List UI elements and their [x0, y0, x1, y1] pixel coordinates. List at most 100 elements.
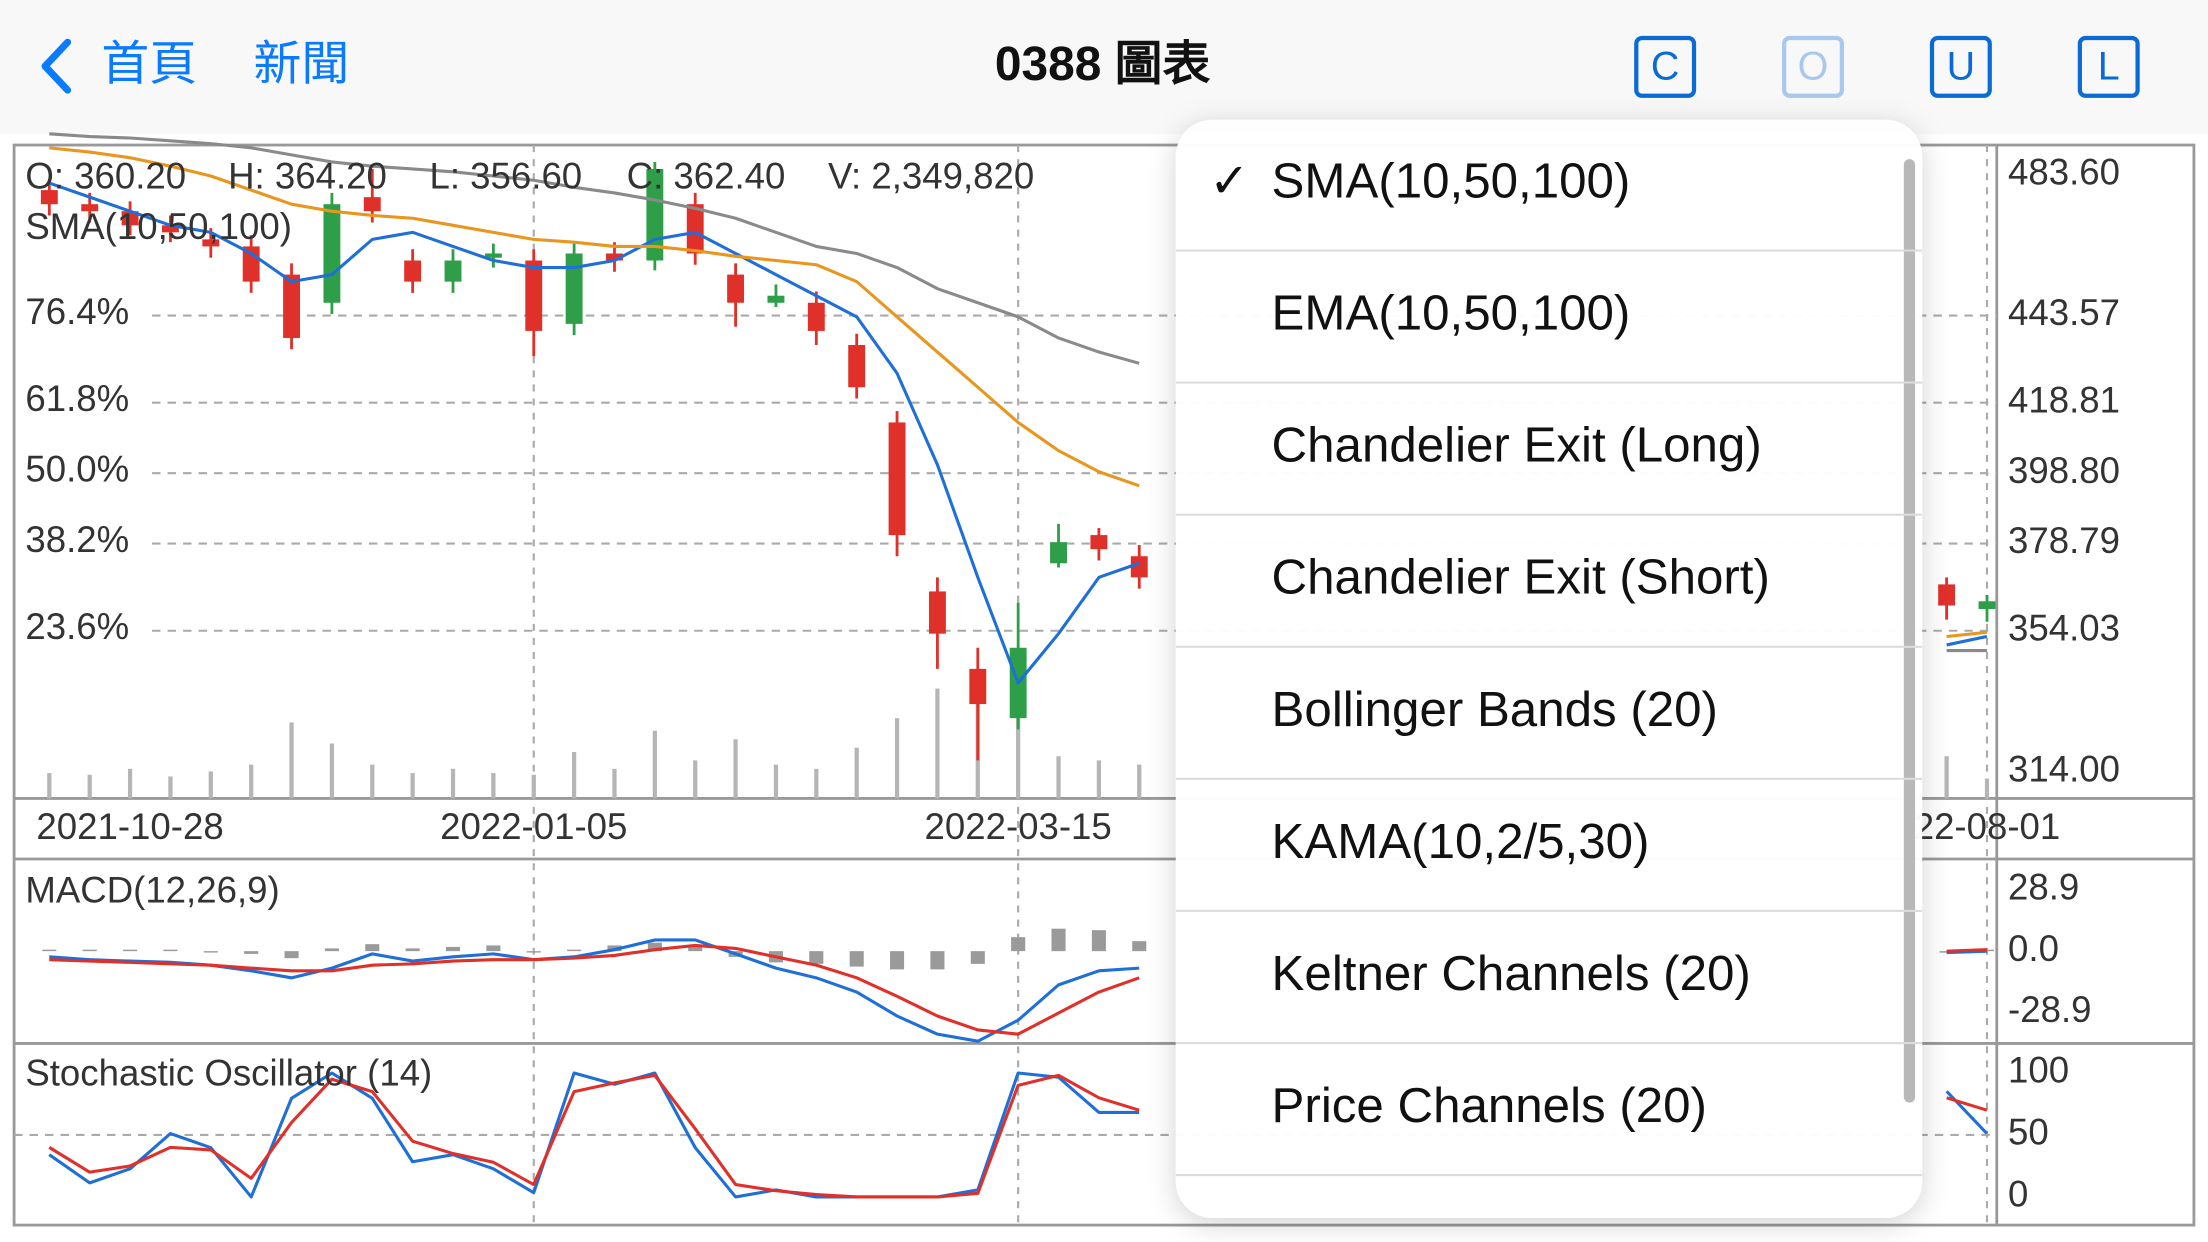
menu-item-label[interactable]: Chandelier Exit (Long): [1272, 418, 1762, 473]
histogram-bar: [365, 944, 380, 952]
candle-body: [686, 204, 704, 254]
volume-bar: [652, 730, 657, 799]
histogram-bar: [970, 951, 985, 964]
histogram-bar: [123, 949, 138, 952]
volume-bar: [450, 768, 456, 799]
panel-title: MACD(12,26,9): [25, 869, 279, 910]
toolbar-button: [1782, 35, 1844, 98]
volume-bar: [1096, 760, 1102, 799]
volume-bar: [127, 768, 133, 799]
volume-bar: [612, 768, 617, 799]
indicator-label: SMA(10,50,100): [25, 206, 292, 247]
histogram-bar: [526, 951, 541, 953]
candle-body: [767, 295, 785, 303]
histogram-bar: [1051, 928, 1066, 952]
candle-body: [404, 260, 422, 282]
y-tick-label: 418.81: [2008, 379, 2120, 420]
histogram-bar: [849, 951, 864, 967]
x-tick-label: 2022-03-15: [925, 806, 1112, 847]
moving-average-line: [49, 146, 1988, 639]
histogram-bar: [890, 951, 905, 970]
menu-item-label[interactable]: KAMA(10,2/5,30): [1272, 814, 1650, 869]
volume-bar: [370, 764, 375, 799]
histogram-bar: [244, 951, 259, 954]
volume-bar: [531, 774, 536, 799]
screen-title: 0388 圖表: [995, 38, 1211, 91]
menu-panel: [1175, 119, 1923, 1219]
histogram-bar: [688, 945, 703, 952]
candle-body: [969, 668, 987, 705]
volume-bar: [935, 688, 940, 799]
ohlc-info: H: 364.20: [228, 156, 387, 197]
candle-body: [1090, 535, 1108, 550]
y-tick-label: 50: [2008, 1112, 2049, 1153]
ohlc-info: L: 356.60: [429, 156, 582, 197]
histogram-bar: [1091, 930, 1106, 952]
toolbar-button[interactable]: [2077, 35, 2140, 98]
candle-body: [323, 204, 341, 303]
x-tick-label: 22-08-01: [1914, 806, 2061, 847]
candle-body: [161, 225, 179, 233]
volume-bar: [733, 739, 738, 799]
histogram-bar: [82, 949, 97, 952]
y-tick-label: 354.03: [2008, 607, 2120, 648]
volume-bar: [491, 773, 496, 799]
volume-bar: [168, 776, 173, 799]
volume-bar: [249, 764, 254, 799]
histogram-bar: [445, 946, 461, 952]
histogram-bar: [1132, 941, 1147, 952]
candle-body: [525, 260, 543, 331]
menu-item-label[interactable]: Chandelier Exit (Short): [1272, 550, 1770, 605]
candle-body: [807, 302, 825, 331]
toolbar-button[interactable]: [1929, 35, 1992, 98]
fib-label: 76.4%: [25, 291, 129, 332]
candle-body: [848, 345, 866, 388]
histogram-bar: [647, 942, 662, 952]
candle-body: [606, 253, 623, 261]
toolbar-button-label[interactable]: L: [2098, 44, 2120, 88]
back-chevron[interactable]: [41, 38, 72, 94]
volume-bar: [814, 768, 819, 799]
y-tick-label: 0: [2008, 1174, 2028, 1215]
fib-label: 50.0%: [25, 448, 129, 489]
y-tick-label: 398.80: [2008, 450, 2120, 491]
candle-body: [484, 253, 502, 258]
menu-item-label[interactable]: Bollinger Bands (20): [1272, 682, 1718, 737]
menu-item-label[interactable]: Keltner Channels (20): [1272, 946, 1751, 1001]
candle-body: [1050, 542, 1067, 564]
candle-body: [444, 260, 462, 282]
histogram-bar: [405, 948, 420, 952]
scrollbar[interactable]: [1903, 159, 1916, 1103]
toolbar-button-label[interactable]: C: [1651, 44, 1679, 88]
news-button[interactable]: 新聞: [253, 38, 349, 91]
candle-body: [40, 190, 58, 205]
menu-item-label[interactable]: EMA(10,50,100): [1272, 286, 1631, 341]
volume-bar: [1944, 756, 1949, 799]
histogram-bar: [809, 951, 824, 964]
volume-bar: [208, 771, 213, 799]
y-tick-label: 314.00: [2008, 748, 2120, 789]
volume-bar: [1016, 701, 1021, 799]
volume-bar: [329, 743, 335, 799]
histogram-bar: [567, 949, 582, 952]
volume-bar: [693, 760, 698, 799]
candle-body: [363, 197, 381, 212]
volume-bar: [410, 773, 415, 799]
candle-body: [283, 274, 300, 338]
candle-body: [202, 239, 220, 247]
y-tick-label: 28.9: [2008, 867, 2079, 908]
moving-average-line: [48, 181, 1988, 685]
histogram-bar: [324, 948, 339, 952]
menu-checkmark: ✓: [1209, 155, 1249, 208]
menu-item-label[interactable]: SMA(10,50,100): [1272, 153, 1631, 208]
menu-item-label[interactable]: Price Channels (20): [1272, 1078, 1707, 1133]
histogram-bar: [203, 951, 218, 953]
fib-label: 23.6%: [25, 606, 129, 647]
toolbar-button[interactable]: [1634, 35, 1697, 98]
toolbar-button-label[interactable]: U: [1947, 44, 1975, 88]
moving-average-line: [49, 132, 1987, 653]
back-button[interactable]: 首頁: [101, 38, 197, 91]
